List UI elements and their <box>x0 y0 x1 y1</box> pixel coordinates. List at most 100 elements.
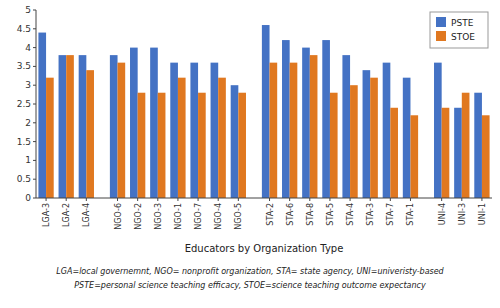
x-tick-label: NGO-5 <box>234 203 243 230</box>
bar <box>282 40 290 198</box>
x-tick-label: STA-1 <box>406 203 415 226</box>
x-tick <box>461 198 462 201</box>
bar <box>270 63 278 198</box>
y-tick <box>33 28 36 29</box>
bar <box>383 63 391 198</box>
bar <box>330 93 338 198</box>
y-tick <box>33 122 36 123</box>
x-tick <box>370 198 371 201</box>
bar <box>482 115 490 198</box>
bar <box>310 55 318 198</box>
bar <box>454 108 462 198</box>
y-tick <box>33 10 36 11</box>
bar <box>302 48 310 198</box>
bar <box>86 70 94 198</box>
y-tick <box>33 141 36 142</box>
bar <box>363 70 371 198</box>
bar <box>342 55 350 198</box>
x-tick-label: UNI-1 <box>478 203 487 225</box>
x-tick <box>177 198 178 201</box>
x-tick <box>238 198 239 201</box>
x-axis-label: Educators by Organization Type <box>185 243 344 254</box>
x-tick-label: LGA-3 <box>42 203 51 227</box>
footnote: PSTE=personal science teaching efficacy,… <box>74 281 426 290</box>
x-tick <box>66 198 67 201</box>
bar <box>170 63 178 198</box>
x-tick-label: STA-5 <box>326 203 335 226</box>
y-tick <box>33 104 36 105</box>
x-tick-label: UNI-4 <box>438 203 447 225</box>
y-tick-label: 1.5 <box>17 137 31 147</box>
bar <box>390 108 398 198</box>
bar <box>462 93 470 198</box>
bar <box>110 55 118 198</box>
legend-label: STOE <box>451 32 475 42</box>
legend-label: PSTE <box>451 18 474 28</box>
x-tick-label: STA-6 <box>286 203 295 226</box>
y-tick-label: 4 <box>25 43 31 53</box>
y-tick-label: 4.5 <box>17 24 31 34</box>
bar <box>158 93 166 198</box>
y-tick <box>33 47 36 48</box>
bar <box>231 85 239 198</box>
x-tick <box>289 198 290 201</box>
footnote: LGA=local governemnt, NGO= nonprofit org… <box>56 267 444 276</box>
bar <box>434 63 442 198</box>
bar <box>474 93 482 198</box>
bar <box>46 78 54 198</box>
x-tick-label: NGO-4 <box>214 203 223 230</box>
x-tick <box>309 198 310 201</box>
x-tick-label: STA-7 <box>386 203 395 226</box>
x-tick <box>350 198 351 201</box>
y-tick-label: 5 <box>25 5 31 15</box>
x-tick-label: STA-2 <box>266 203 275 226</box>
legend-box <box>430 12 488 48</box>
y-tick-label: 3 <box>25 80 31 90</box>
bar <box>238 93 246 198</box>
bar <box>350 85 358 198</box>
x-tick <box>198 198 199 201</box>
x-tick-label: NGO-7 <box>194 203 203 230</box>
x-tick-label: LGA-4 <box>82 203 91 227</box>
x-tick <box>481 198 482 201</box>
x-tick <box>218 198 219 201</box>
y-tick <box>33 66 36 67</box>
bar <box>370 78 378 198</box>
bar <box>410 115 418 198</box>
x-tick-label: NGO-1 <box>174 203 183 230</box>
x-tick <box>390 198 391 201</box>
bar <box>178 78 186 198</box>
bars <box>38 25 489 198</box>
x-tick <box>137 198 138 201</box>
x-tick-label: UNI-3 <box>458 203 467 225</box>
x-tick-label: NGO-2 <box>134 203 143 230</box>
chart: 00.511.522.533.544.55LGA-3LGA-2LGA-4NGO-… <box>0 0 500 308</box>
x-tick-label: LGA-2 <box>62 203 71 227</box>
y-tick <box>33 85 36 86</box>
bar <box>38 33 46 198</box>
bar <box>322 40 330 198</box>
x-tick <box>157 198 158 201</box>
y-tick <box>33 179 36 180</box>
x-tick-label: STA-3 <box>366 203 375 226</box>
bar <box>442 108 450 198</box>
y-tick-label: 2 <box>25 118 31 128</box>
x-tick <box>117 198 118 201</box>
x-tick <box>441 198 442 201</box>
legend-swatch <box>436 17 446 27</box>
x-tick-label: NGO-3 <box>154 203 163 230</box>
bar <box>190 63 198 198</box>
bar <box>211 63 219 198</box>
y-tick <box>33 160 36 161</box>
bar <box>290 63 298 198</box>
y-tick-label: 0 <box>25 193 31 203</box>
bar <box>150 48 158 198</box>
bar <box>138 93 146 198</box>
bar <box>66 55 74 198</box>
x-tick <box>410 198 411 201</box>
bar <box>79 55 87 198</box>
legend-swatch <box>436 31 446 41</box>
legend: PSTE STOE <box>430 12 488 48</box>
x-tick <box>46 198 47 201</box>
y-tick-label: 1 <box>25 155 31 165</box>
